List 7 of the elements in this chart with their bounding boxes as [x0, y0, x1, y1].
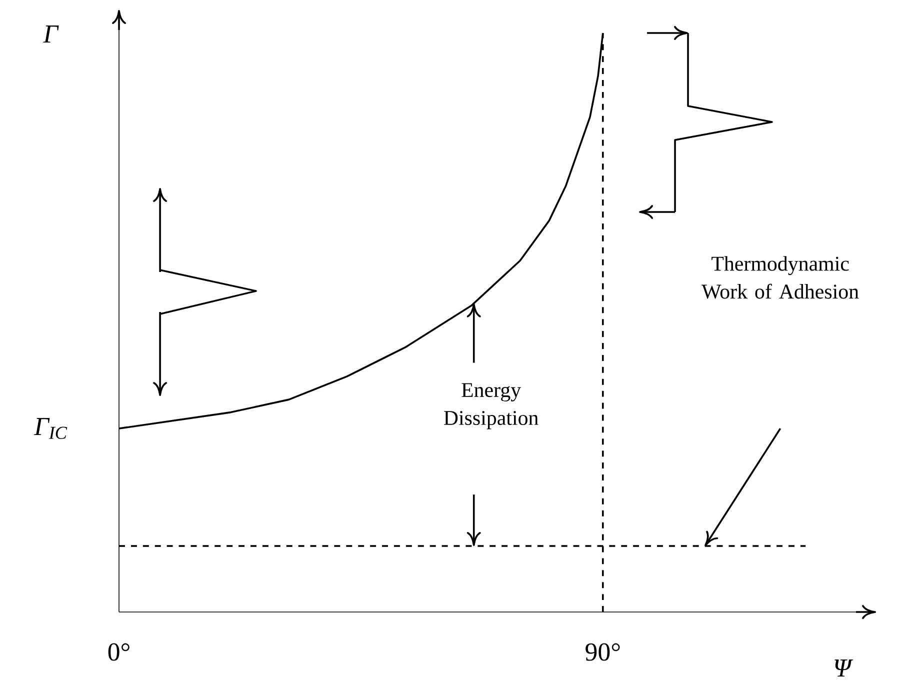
x-tick-label: 0°: [108, 643, 130, 661]
annotation: Energy Dissipation: [444, 383, 538, 430]
x-tick-label: 90°: [586, 643, 620, 661]
x-axis-title: Ψ: [834, 660, 854, 676]
y-axis-title: Γ: [43, 26, 59, 42]
annotation: Γ$_{IC}$: [34, 418, 68, 439]
annotation: Thermodynamic Work of Adhesion: [702, 256, 859, 299]
